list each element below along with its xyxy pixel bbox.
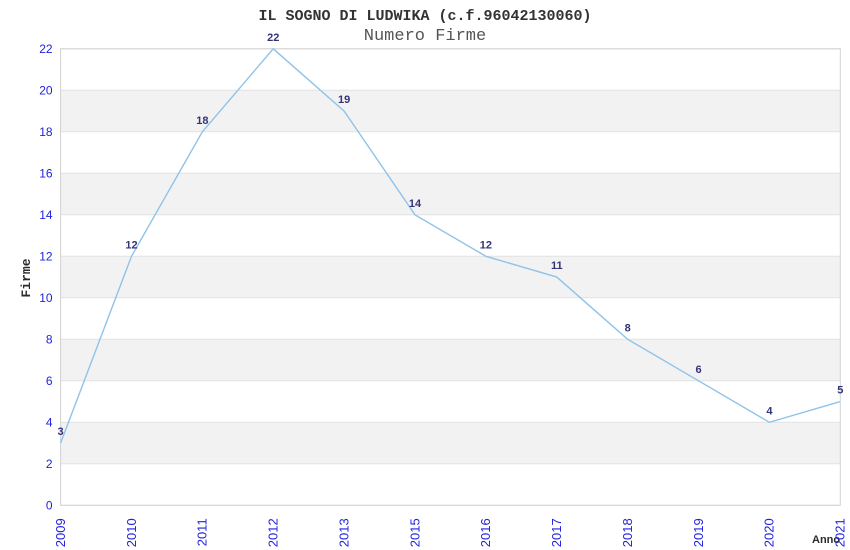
svg-text:5: 5 — [837, 385, 843, 397]
svg-text:2016: 2016 — [478, 518, 493, 547]
svg-text:2017: 2017 — [549, 518, 564, 547]
svg-text:2010: 2010 — [124, 518, 139, 547]
svg-text:19: 19 — [338, 94, 350, 106]
svg-text:12: 12 — [125, 239, 137, 251]
svg-text:2020: 2020 — [762, 518, 777, 547]
svg-text:4: 4 — [766, 405, 773, 417]
svg-text:14: 14 — [39, 208, 53, 222]
svg-text:16: 16 — [39, 166, 53, 180]
svg-text:22: 22 — [267, 32, 279, 44]
svg-text:2011: 2011 — [195, 518, 210, 546]
svg-text:2015: 2015 — [407, 518, 422, 547]
svg-text:11: 11 — [551, 260, 563, 272]
svg-text:6: 6 — [46, 374, 53, 388]
svg-text:8: 8 — [625, 322, 631, 334]
svg-text:2021: 2021 — [833, 518, 848, 547]
svg-text:0: 0 — [46, 498, 53, 512]
svg-text:12: 12 — [480, 239, 492, 251]
svg-text:2019: 2019 — [691, 518, 706, 547]
svg-text:22: 22 — [39, 42, 53, 56]
svg-text:10: 10 — [39, 291, 53, 305]
svg-text:2012: 2012 — [266, 518, 281, 547]
svg-text:2009: 2009 — [53, 518, 68, 547]
svg-text:6: 6 — [695, 364, 701, 376]
svg-text:3: 3 — [58, 426, 64, 438]
svg-text:2018: 2018 — [620, 518, 635, 547]
svg-text:8: 8 — [46, 332, 53, 346]
svg-text:20: 20 — [39, 83, 53, 97]
svg-text:12: 12 — [39, 249, 53, 263]
svg-text:18: 18 — [196, 115, 208, 127]
svg-text:18: 18 — [39, 125, 53, 139]
svg-text:14: 14 — [409, 198, 422, 210]
svg-text:2: 2 — [46, 457, 53, 471]
svg-text:2013: 2013 — [336, 518, 351, 547]
svg-text:4: 4 — [46, 415, 53, 429]
